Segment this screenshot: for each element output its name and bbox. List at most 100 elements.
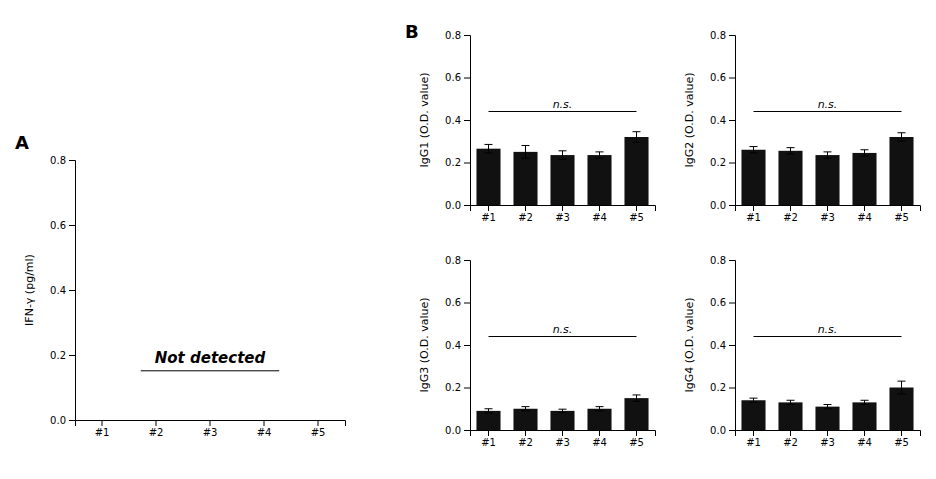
y-axis-label: IFN-γ (pg/ml) xyxy=(23,254,36,326)
y-tick-mark xyxy=(729,35,735,36)
x-tick-mark xyxy=(318,420,319,426)
error-bar xyxy=(559,409,567,412)
error-bar xyxy=(824,152,832,158)
bar xyxy=(476,149,500,205)
y-axis-label: IgG1 (O.D. value) xyxy=(418,72,431,167)
x-tick: #5 xyxy=(629,205,644,223)
y-tick-mark xyxy=(729,78,735,79)
y-tick: 0.0 xyxy=(445,200,470,211)
error-bar-cap xyxy=(898,141,906,142)
axis-line xyxy=(76,421,346,427)
y-tick-mark xyxy=(464,120,470,121)
axis-line xyxy=(464,36,471,206)
x-axis: #1#2#3#4#5 xyxy=(736,430,921,448)
y-tick: 0.6 xyxy=(710,297,735,308)
y-tick-label: 0.2 xyxy=(710,157,726,168)
error-bar-cap xyxy=(787,400,795,401)
error-bar-line xyxy=(827,405,828,409)
x-tick: #2 xyxy=(783,205,798,223)
x-tick-mark xyxy=(753,205,754,211)
x-tick: #3 xyxy=(555,205,570,223)
axis-line xyxy=(69,161,76,421)
error-bar-cap xyxy=(596,406,604,407)
error-bar-cap xyxy=(824,151,832,152)
error-bar-line xyxy=(599,407,600,411)
error-bar-cap xyxy=(861,156,869,157)
bar xyxy=(778,402,802,430)
y-tick-mark xyxy=(464,430,470,431)
error-bar-cap xyxy=(750,152,758,153)
x-tick: #1 xyxy=(481,430,496,448)
x-tick-mark xyxy=(102,420,103,426)
x-axis: #1#2#3#4#5 xyxy=(471,205,656,223)
error-bar-line xyxy=(525,407,526,411)
x-tick: #2 xyxy=(149,420,164,438)
x-tick-label: #4 xyxy=(592,212,607,223)
y-tick: 0.0 xyxy=(445,425,470,436)
y-tick: 0.8 xyxy=(445,30,470,41)
x-tick-mark xyxy=(156,420,157,426)
x-tick-mark xyxy=(901,205,902,211)
y-tick-label: 0.6 xyxy=(445,297,461,308)
y-tick-mark xyxy=(464,78,470,79)
y-tick-label: 0.0 xyxy=(710,200,726,211)
x-tick: #5 xyxy=(894,205,909,223)
x-tick: #5 xyxy=(311,420,326,438)
error-bar-cap xyxy=(596,158,604,159)
x-tick-label: #3 xyxy=(203,427,218,438)
marks xyxy=(741,381,913,430)
y-tick-label: 0.8 xyxy=(710,255,726,266)
error-bar-cap xyxy=(787,154,795,155)
bar xyxy=(741,150,765,205)
error-bar xyxy=(750,398,758,402)
y-tick: 0.4 xyxy=(710,340,735,351)
y-tick-mark xyxy=(464,163,470,164)
x-tick-label: #2 xyxy=(518,437,533,448)
axis-line xyxy=(736,206,921,212)
y-tick-mark xyxy=(69,225,75,226)
y-tick-label: 0.8 xyxy=(445,255,461,266)
error-bar-line xyxy=(562,409,563,412)
x-tick-label: #5 xyxy=(629,212,644,223)
error-bar-cap xyxy=(898,381,906,382)
error-bar-cap xyxy=(559,409,567,410)
panel: 0.00.20.40.60.8#1#2#3#4#5IgG2 (O.D. valu… xyxy=(683,30,921,223)
x-axis: #1#2#3#4#5 xyxy=(736,205,921,223)
error-bar-cap xyxy=(485,413,493,414)
x-tick-mark xyxy=(827,430,828,436)
x-tick-mark xyxy=(827,205,828,211)
bar xyxy=(476,411,500,430)
error-bar xyxy=(522,407,530,411)
y-tick-mark xyxy=(69,355,75,356)
y-tick-label: 0.6 xyxy=(445,72,461,83)
x-tick-mark xyxy=(790,205,791,211)
x-tick-mark xyxy=(864,430,865,436)
x-tick-mark xyxy=(599,430,600,436)
error-bar-line xyxy=(753,398,754,402)
y-tick: 0.2 xyxy=(50,350,75,361)
x-tick-label: #1 xyxy=(481,437,496,448)
y-tick-label: 0.0 xyxy=(445,200,461,211)
y-tick: 0.0 xyxy=(50,415,75,426)
x-tick-label: #3 xyxy=(820,212,835,223)
y-tick: 0.4 xyxy=(710,115,735,126)
marks xyxy=(476,395,648,430)
y-tick-label: 0.8 xyxy=(710,30,726,41)
x-tick: #2 xyxy=(783,430,798,448)
x-tick-label: #5 xyxy=(311,427,326,438)
error-bar-cap xyxy=(861,149,869,150)
y-tick-mark xyxy=(729,260,735,261)
x-tick: #1 xyxy=(746,430,761,448)
x-tick-label: #2 xyxy=(149,427,164,438)
x-tick-label: #2 xyxy=(518,212,533,223)
error-bar-line xyxy=(901,133,902,142)
error-bar xyxy=(898,381,906,394)
y-axis: 0.00.20.40.60.8 xyxy=(710,30,735,211)
error-bar-line xyxy=(864,150,865,156)
x-tick-mark xyxy=(864,205,865,211)
error-bar-cap xyxy=(861,404,869,405)
bar xyxy=(624,398,648,430)
panel: 0.00.20.40.60.8#1#2#3#4#5IgG1 (O.D. valu… xyxy=(418,30,656,223)
x-tick-mark xyxy=(488,430,489,436)
error-bar-cap xyxy=(522,158,530,159)
